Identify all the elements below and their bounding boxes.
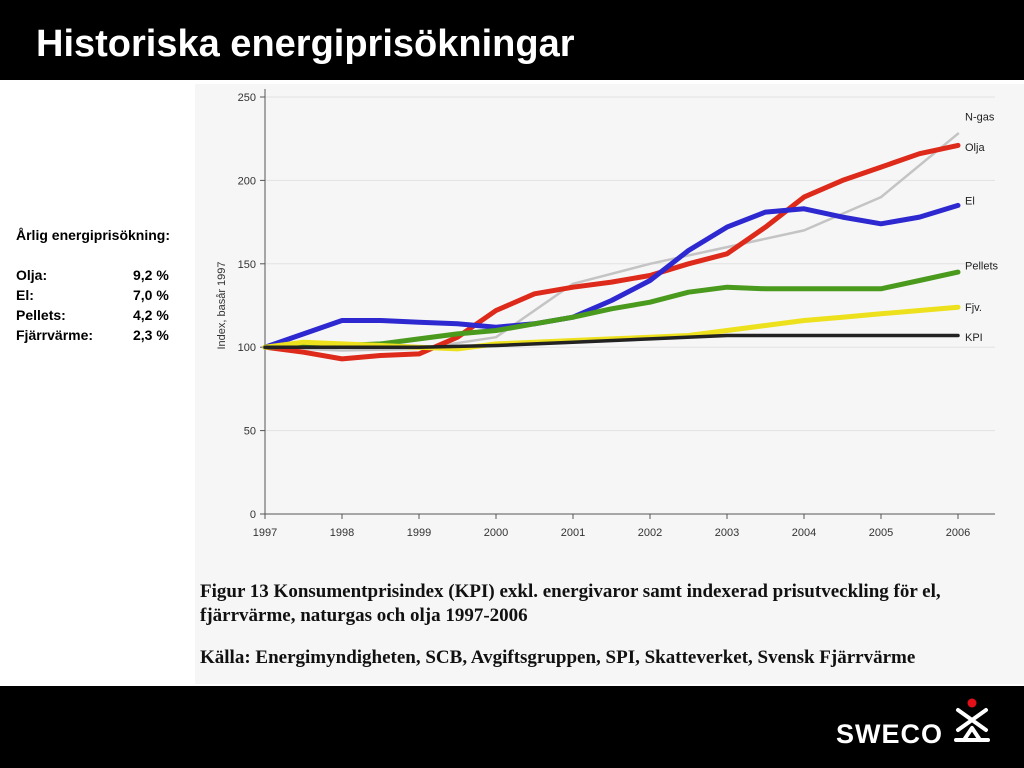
x-tick-label: 2002 [638, 527, 662, 539]
price-row-electricity: El: 7,0 % [16, 285, 206, 305]
title-bar: Historiska energiprisökningar [0, 0, 1024, 80]
series-line-kpi [263, 333, 960, 349]
chart-panel: 0 50 100 150 200 250 1997 1998 1999 2000 2001 2002 2… [195, 84, 1024, 684]
legend-label-pellets: Pellets [965, 260, 999, 272]
legend-label-el: El [965, 195, 975, 207]
price-value: 9,2 % [133, 267, 169, 283]
price-row-pellets: Pellets: 4,2 % [16, 305, 206, 325]
figure-caption: Figur 13 Konsumentprisindex (KPI) exkl. … [200, 581, 941, 626]
price-label: El: [16, 287, 34, 303]
x-tick-label: 1998 [330, 527, 354, 539]
price-row-district-heating: Fjärrvärme: 2,3 % [16, 325, 206, 345]
x-tick-label: 2004 [792, 527, 816, 539]
logo-text: SWECO [836, 719, 944, 749]
y-tick-label: 100 [238, 342, 256, 354]
legend-label-olja: Olja [965, 142, 985, 154]
y-tick-label: 150 [238, 259, 256, 271]
legend-label-ngas: N-gas [965, 111, 995, 123]
y-axis-label: Index, basår 1997 [216, 261, 228, 349]
y-tick-label: 200 [238, 175, 256, 187]
price-increase-panel: Årlig energiprisökning: Olja: 9,2 % El: … [16, 225, 206, 345]
price-label: Fjärrvärme: [16, 327, 94, 343]
legend-label-fjv: Fjv. [965, 302, 982, 314]
price-label: Pellets: [16, 307, 66, 323]
y-tick-label: 50 [244, 426, 256, 438]
price-row-oil: Olja: 9,2 % [16, 265, 206, 285]
x-tick-label: 2005 [869, 527, 893, 539]
series-line-ngas [263, 132, 960, 352]
series-line-olja [262, 142, 961, 362]
price-increase-heading: Årlig energiprisökning: [16, 227, 171, 243]
sweco-logo-icon [954, 698, 990, 742]
sweco-logo: SWECO [836, 698, 996, 758]
y-tick-label: 0 [250, 509, 256, 521]
footer-bar [0, 686, 1024, 768]
y-tick-label: 250 [238, 92, 256, 104]
x-tick-label: 2001 [561, 527, 585, 539]
x-tick-label: 2000 [484, 527, 508, 539]
series-line-fjv [262, 304, 961, 352]
slide-title: Historiska energiprisökningar [36, 23, 575, 65]
x-tick-label: 1997 [253, 527, 277, 539]
figure-source: Källa: Energimyndigheten, SCB, Avgiftsgr… [200, 647, 916, 668]
price-value: 7,0 % [133, 287, 169, 303]
x-tick-label: 1999 [407, 527, 431, 539]
series-line-el [262, 202, 961, 350]
x-tick-label: 2003 [715, 527, 739, 539]
energy-price-chart: 0 50 100 150 200 250 1997 1998 1999 2000 2001 2002 2… [216, 89, 999, 539]
x-tick-label: 2006 [946, 527, 970, 539]
legend-label-kpi: KPI [965, 332, 983, 344]
price-label: Olja: [16, 267, 48, 283]
price-value: 4,2 % [133, 307, 169, 323]
price-value: 2,3 % [133, 327, 169, 343]
